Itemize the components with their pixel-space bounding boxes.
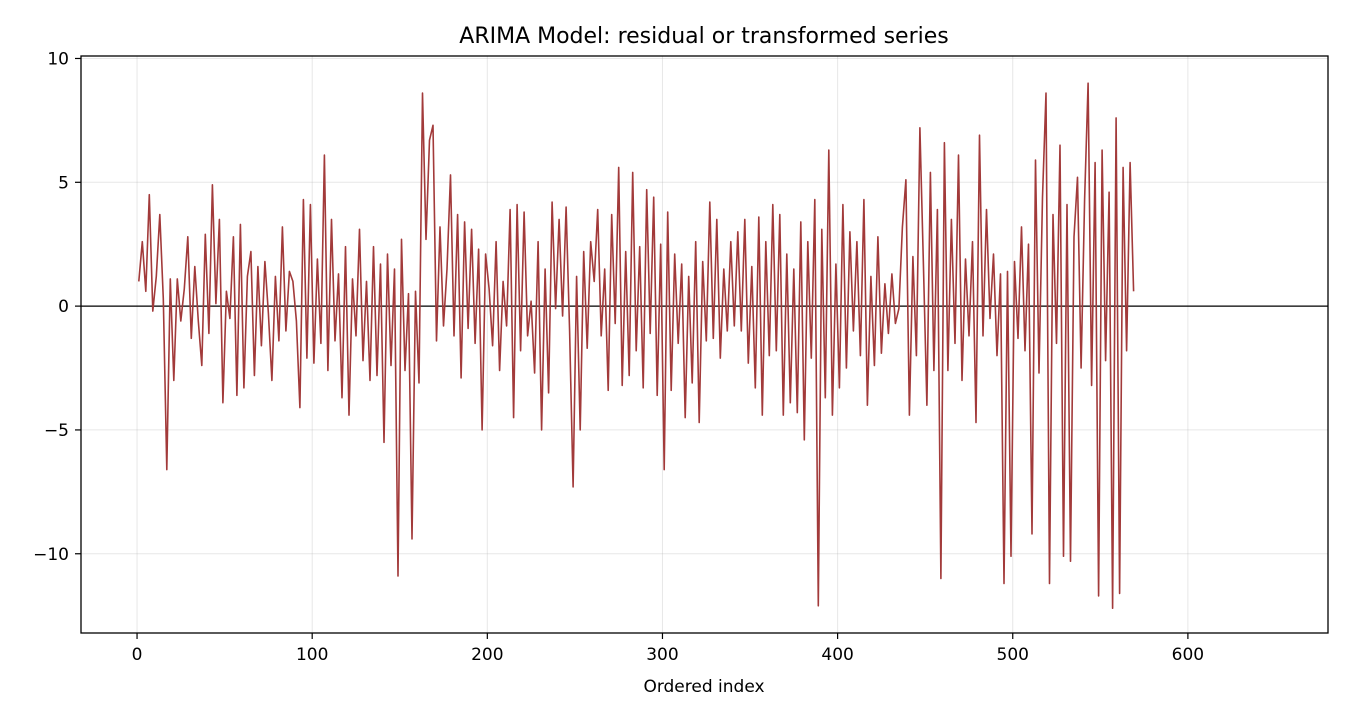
series-layer <box>138 82 1135 610</box>
x-tick-label: 0 <box>132 645 143 665</box>
x-tick-label: 100 <box>296 645 328 665</box>
y-tick-label: 5 <box>58 173 69 193</box>
y-tick-label: 0 <box>58 297 69 317</box>
x-tick-label: 300 <box>646 645 678 665</box>
y-tick-label: 10 <box>47 49 69 69</box>
x-tick-label: 400 <box>821 645 853 665</box>
x-tick-label: 200 <box>471 645 503 665</box>
y-tick-label: −10 <box>33 545 69 565</box>
y-axis: −10 −5 0 5 10 <box>33 49 81 565</box>
chart-title: ARIMA Model: residual or transformed ser… <box>459 24 948 49</box>
residual-series-line <box>138 82 1135 610</box>
plot-frame <box>80 55 1329 634</box>
x-tick-label: 600 <box>1172 645 1204 665</box>
y-tick-label: −5 <box>44 421 69 441</box>
x-axis: 0 100 200 300 400 500 600 <box>132 633 1204 665</box>
x-tick-label: 500 <box>997 645 1029 665</box>
x-axis-label: Ordered index <box>643 677 764 697</box>
